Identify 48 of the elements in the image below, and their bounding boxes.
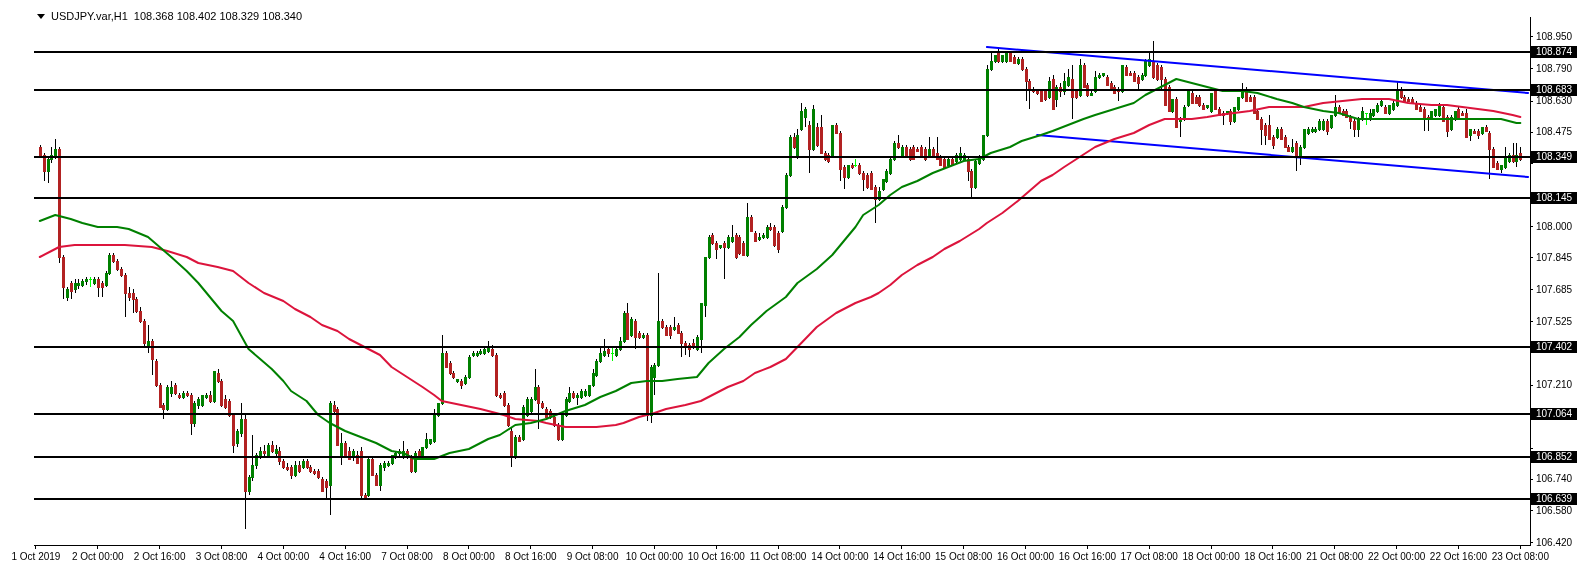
- x-tick-label: 2 Oct 00:00: [71, 550, 125, 562]
- y-tick-label: 106.420: [1536, 536, 1573, 548]
- x-tick-label: 8 Oct 16:00: [504, 550, 558, 562]
- x-tick-label: 10 Oct 00:00: [625, 550, 684, 562]
- x-tick-label: 18 Oct 00:00: [1182, 550, 1241, 562]
- x-tick-label: 22 Oct 00:00: [1368, 550, 1426, 562]
- x-tick-label: 16 Oct 16:00: [1058, 550, 1117, 562]
- y-tick-label: 106.580: [1536, 504, 1573, 516]
- candlestick: [89, 277, 92, 287]
- ref-line-label: 108.349: [1536, 151, 1573, 163]
- ref-line-label: 106.639: [1536, 493, 1573, 505]
- ref-line-label: 108.145: [1536, 192, 1573, 204]
- x-tick-label: 17 Oct 08:00: [1120, 550, 1179, 562]
- x-tick-label: 18 Oct 16:00: [1244, 550, 1302, 562]
- x-tick-label: 4 Oct 00:00: [257, 550, 310, 562]
- ref-line-label: 106.852: [1536, 451, 1573, 463]
- x-tick-label: 9 Oct 08:00: [566, 550, 619, 562]
- y-tick-label: 106.740: [1536, 472, 1573, 484]
- ref-line-label: 107.402: [1536, 341, 1573, 353]
- chart-title: USDJPY.var,H1: [51, 10, 128, 23]
- x-tick-label: 3 Oct 08:00: [195, 550, 248, 562]
- y-tick-label: 107.685: [1536, 283, 1573, 295]
- x-tick-label: 21 Oct 08:00: [1306, 550, 1364, 562]
- x-tick-label: 4 Oct 16:00: [319, 550, 372, 562]
- x-tick-label: 10 Oct 16:00: [687, 550, 746, 562]
- ref-line-label: 108.683: [1536, 84, 1573, 96]
- y-tick-label: 107.210: [1536, 378, 1573, 390]
- x-tick-label: 15 Oct 08:00: [935, 550, 993, 562]
- x-tick-label: 23 Oct 08:00: [1491, 550, 1550, 562]
- y-tick-label: 107.525: [1536, 315, 1573, 327]
- x-tick-label: 2 Oct 16:00: [133, 550, 186, 562]
- x-tick-label: 14 Oct 16:00: [873, 550, 931, 562]
- y-tick-label: 108.630: [1536, 94, 1573, 106]
- x-tick-label: 11 Oct 08:00: [749, 550, 807, 562]
- chart-subtitle: 108.368 108.402 108.329 108.340: [133, 10, 303, 23]
- x-tick-label: 7 Oct 08:00: [381, 550, 434, 562]
- y-tick-label: 108.000: [1536, 220, 1573, 232]
- x-tick-label: 1 Oct 2019: [11, 550, 61, 562]
- y-tick-label: 108.790: [1536, 62, 1573, 74]
- y-tick-label: 108.475: [1536, 125, 1573, 137]
- x-tick-label: 8 Oct 00:00: [443, 550, 496, 562]
- y-tick-label: 108.950: [1536, 30, 1573, 42]
- x-tick-label: 16 Oct 00:00: [996, 550, 1055, 562]
- ref-line-label: 107.064: [1536, 408, 1573, 420]
- y-tick-label: 107.845: [1536, 251, 1573, 263]
- x-tick-label: 14 Oct 00:00: [811, 550, 870, 562]
- ref-line-label: 108.874: [1536, 46, 1573, 58]
- x-tick-label: 22 Oct 16:00: [1429, 550, 1488, 562]
